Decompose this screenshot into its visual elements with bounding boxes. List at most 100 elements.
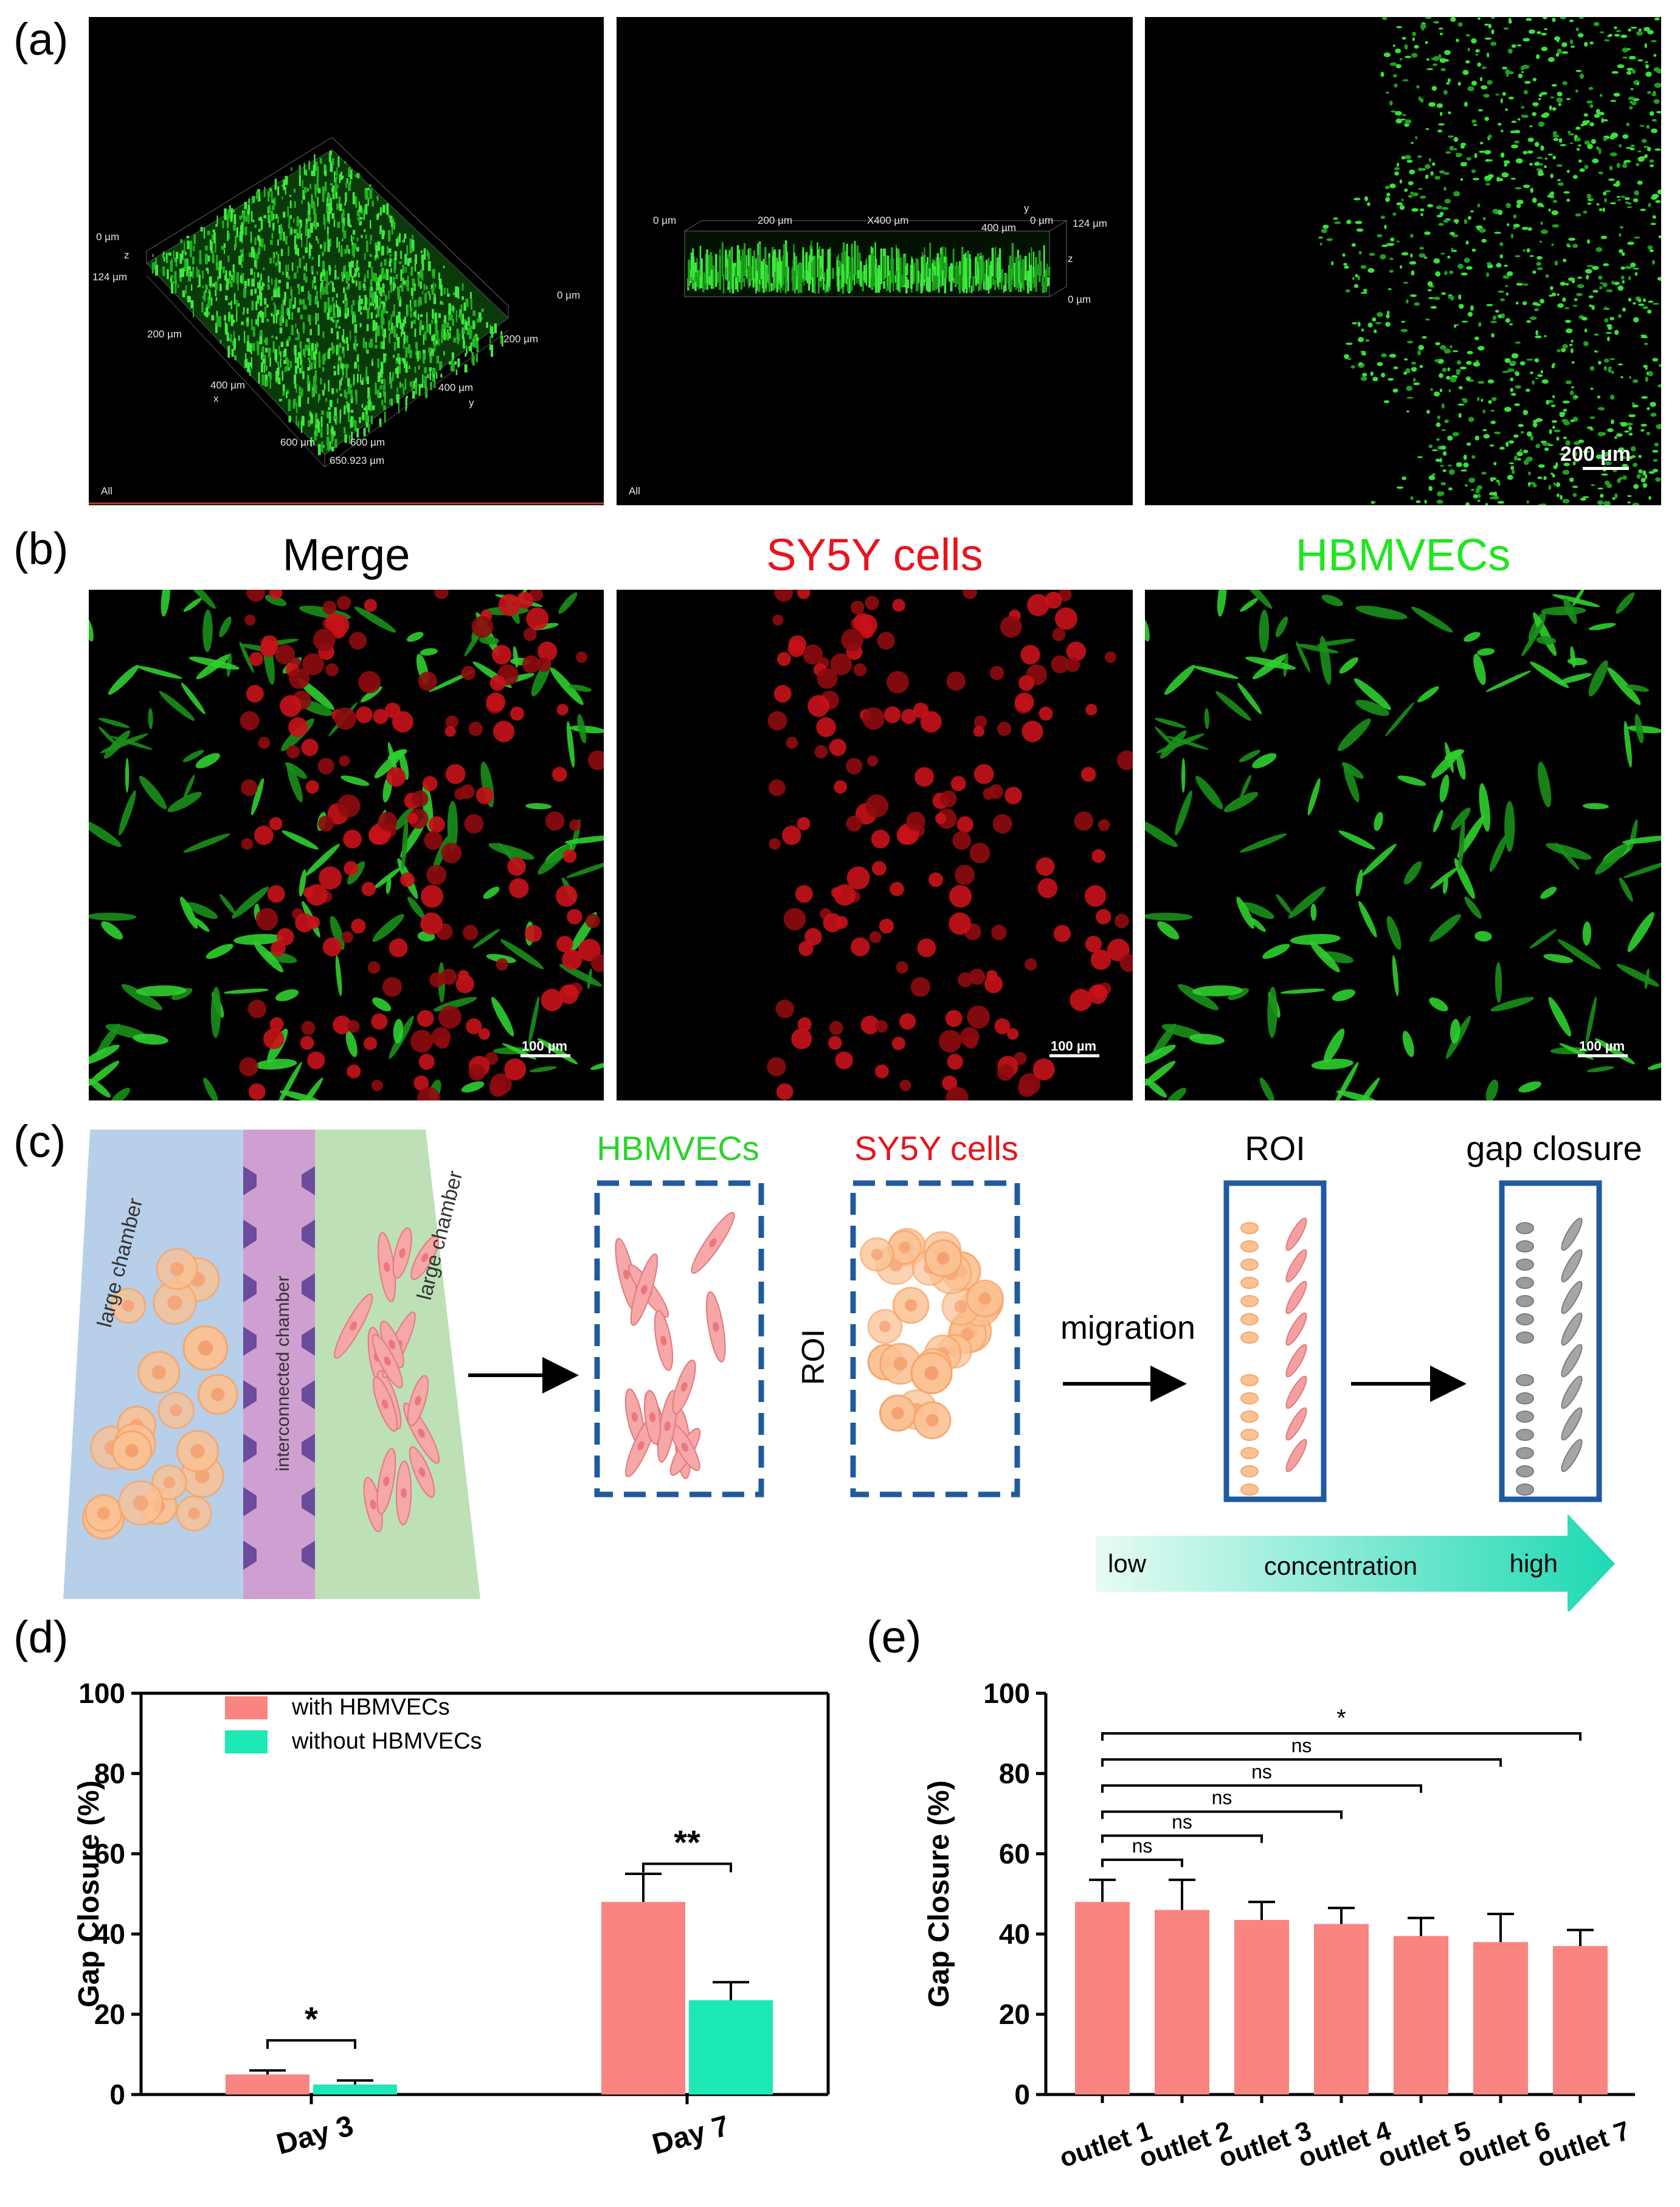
cell-nucleus bbox=[382, 1399, 389, 1409]
cell-signal bbox=[330, 161, 333, 172]
cell-signal bbox=[902, 257, 905, 285]
cell-signal bbox=[279, 316, 283, 326]
endothelial-cell bbox=[299, 869, 306, 897]
cell-signal bbox=[1592, 158, 1599, 164]
cell-signal bbox=[329, 150, 333, 155]
neuron-cell bbox=[413, 1076, 429, 1091]
cell-signal bbox=[251, 300, 254, 311]
cell-signal bbox=[1433, 391, 1440, 397]
scale-bar-label: 100 µm bbox=[522, 1038, 568, 1054]
endothelial-cell bbox=[1154, 726, 1174, 746]
cell-signal bbox=[1586, 426, 1593, 429]
cell-signal bbox=[1425, 17, 1431, 19]
cell-signal bbox=[370, 278, 373, 291]
neuron-cell bbox=[541, 989, 564, 1012]
cell-signal bbox=[294, 235, 296, 247]
cell-signal bbox=[1504, 285, 1509, 288]
cell-signal bbox=[333, 303, 335, 314]
cell-signal bbox=[1622, 308, 1626, 312]
endothelial-cell bbox=[239, 641, 254, 673]
cell-signal bbox=[1568, 237, 1575, 241]
cell-signal bbox=[1380, 254, 1386, 260]
closed-cell bbox=[1561, 1344, 1583, 1378]
cell-signal bbox=[376, 329, 378, 334]
cell-signal bbox=[248, 198, 250, 204]
image-sy5y: 100 µm bbox=[617, 590, 1133, 1100]
cell-signal bbox=[384, 295, 388, 302]
cell-signal bbox=[438, 313, 441, 319]
cell-signal bbox=[323, 302, 327, 313]
cell-signal bbox=[286, 281, 289, 289]
cell-signal bbox=[294, 244, 298, 255]
neuron-cell bbox=[317, 758, 334, 775]
cell-signal bbox=[233, 209, 235, 213]
cell-signal bbox=[258, 229, 261, 232]
endothelial-cell bbox=[1192, 985, 1243, 996]
cell-signal bbox=[348, 274, 350, 281]
cell-signal bbox=[300, 233, 303, 241]
cell-signal bbox=[431, 335, 434, 342]
side-y0-label: 0 µm bbox=[1030, 215, 1054, 226]
cell-signal bbox=[404, 233, 407, 239]
cell-signal bbox=[246, 318, 249, 323]
cell-signal bbox=[1609, 202, 1617, 205]
cell-signal bbox=[269, 257, 272, 264]
cell-signal bbox=[350, 235, 353, 242]
cell-signal bbox=[1492, 315, 1496, 320]
y-tick-label: 60 bbox=[94, 1838, 125, 1870]
cell-signal bbox=[263, 244, 266, 251]
legend-label: with HBMVECs bbox=[291, 1694, 450, 1720]
cell-signal bbox=[1554, 36, 1561, 41]
cell-signal bbox=[429, 353, 432, 356]
endothelial-cell bbox=[1588, 660, 1608, 697]
cell-signal bbox=[1560, 494, 1563, 500]
cell-signal bbox=[320, 286, 322, 299]
cell-nucleus bbox=[936, 1252, 950, 1265]
cell-signal bbox=[692, 277, 694, 289]
comparison-label: * bbox=[1336, 1705, 1346, 1732]
neuron-cell bbox=[286, 745, 300, 759]
cell-signal bbox=[1569, 477, 1574, 482]
cell-signal bbox=[182, 268, 185, 277]
cell-signal bbox=[1520, 431, 1524, 434]
cell-signal bbox=[1586, 264, 1594, 268]
cell-signal bbox=[396, 394, 399, 404]
neuron-cell bbox=[417, 1086, 440, 1100]
cell-signal bbox=[955, 261, 958, 285]
cell-nucleus bbox=[151, 1365, 167, 1380]
cell-signal bbox=[376, 198, 379, 201]
cell-signal bbox=[1455, 153, 1463, 157]
cell-signal bbox=[287, 359, 289, 368]
cell-signal bbox=[1467, 351, 1473, 354]
cell-signal bbox=[1628, 297, 1632, 302]
cell-signal bbox=[257, 314, 259, 326]
cell-signal bbox=[350, 416, 353, 428]
cell-signal bbox=[359, 374, 362, 383]
cell-signal bbox=[310, 414, 313, 424]
side-x0-label: 0 µm bbox=[653, 215, 677, 226]
cell-signal bbox=[1636, 474, 1641, 479]
neuron-cell bbox=[883, 706, 901, 724]
cell-signal bbox=[380, 309, 384, 322]
neuron-cell bbox=[246, 685, 264, 703]
cell-signal bbox=[311, 257, 314, 260]
cell-signal bbox=[230, 300, 232, 309]
cell-signal bbox=[1471, 38, 1477, 44]
cell-signal bbox=[1493, 431, 1501, 435]
cell-signal bbox=[958, 266, 959, 290]
cell-signal bbox=[430, 382, 432, 390]
cell-signal bbox=[365, 299, 367, 310]
cell-signal bbox=[380, 225, 382, 232]
cell-signal bbox=[1644, 27, 1650, 32]
cell-nucleus bbox=[978, 1292, 992, 1305]
cell-signal bbox=[291, 289, 293, 302]
cell-signal bbox=[1572, 305, 1578, 307]
cell-signal bbox=[1381, 373, 1385, 378]
cell-signal bbox=[278, 345, 280, 355]
cell-signal bbox=[1453, 148, 1457, 151]
cell-signal bbox=[1472, 178, 1480, 181]
cell-signal bbox=[285, 264, 288, 275]
neuron-cell bbox=[1074, 811, 1094, 831]
cell-signal bbox=[346, 307, 350, 317]
cell-signal bbox=[396, 366, 399, 378]
